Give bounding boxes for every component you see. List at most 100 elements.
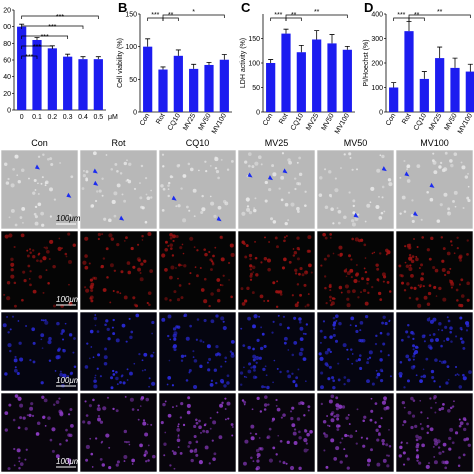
cell	[379, 331, 383, 335]
cell	[429, 197, 434, 202]
cell	[141, 369, 144, 372]
cell	[276, 290, 281, 294]
cell	[276, 280, 279, 283]
cell	[169, 236, 173, 240]
x-tick-label: Con	[139, 112, 152, 127]
cell	[103, 217, 107, 221]
cell	[99, 375, 102, 378]
cell	[29, 359, 32, 362]
cell	[310, 271, 313, 274]
cell	[221, 380, 225, 384]
cell	[70, 175, 74, 179]
cell	[17, 426, 21, 430]
cell	[385, 443, 389, 447]
cell	[211, 439, 214, 442]
cell	[33, 212, 37, 216]
cell	[405, 441, 409, 445]
micrograph-bg	[158, 311, 237, 392]
cell	[250, 424, 255, 429]
cell	[13, 447, 16, 451]
cell	[398, 264, 402, 268]
cell	[444, 151, 448, 155]
cell	[111, 369, 115, 373]
cell	[408, 266, 413, 272]
cell	[102, 257, 106, 260]
cell	[199, 267, 202, 270]
cell	[416, 246, 419, 249]
cell	[86, 342, 89, 345]
cell	[286, 326, 290, 330]
cell	[355, 430, 358, 432]
cell	[356, 408, 359, 411]
cell	[401, 423, 405, 427]
cell	[434, 358, 438, 362]
cell	[449, 159, 453, 163]
cell	[348, 254, 351, 258]
cell	[335, 424, 340, 428]
cell	[263, 257, 268, 261]
cell	[88, 262, 91, 265]
cell	[334, 188, 339, 193]
cell	[415, 438, 419, 442]
cell	[450, 286, 453, 289]
cell	[283, 336, 288, 341]
cell	[25, 325, 27, 327]
scale-bar-label: 100μm	[56, 214, 81, 223]
cell	[350, 316, 355, 321]
bar	[32, 40, 42, 110]
cell	[416, 164, 421, 169]
cell	[368, 356, 372, 359]
cell	[116, 242, 120, 247]
cell	[17, 456, 21, 460]
cell	[227, 417, 230, 420]
cell	[62, 373, 67, 378]
cell	[250, 366, 253, 369]
significance-bracket	[21, 45, 53, 49]
cell	[35, 432, 40, 436]
cell	[420, 427, 424, 431]
cell	[230, 295, 233, 299]
cell	[148, 377, 151, 380]
cell	[447, 211, 450, 214]
cell	[45, 180, 49, 185]
cell	[466, 422, 469, 426]
cell	[433, 380, 436, 383]
cell	[412, 354, 416, 358]
cell	[445, 337, 450, 341]
cell	[410, 330, 414, 335]
cell	[360, 436, 363, 439]
cell	[60, 332, 64, 335]
cell	[388, 320, 391, 323]
cell	[172, 239, 175, 243]
cell	[161, 317, 166, 322]
y-tick-label: 300	[371, 36, 383, 43]
cell	[375, 369, 378, 372]
cell	[381, 185, 385, 189]
arrow	[119, 215, 125, 221]
cell	[61, 329, 65, 333]
cell	[412, 337, 415, 341]
cell	[96, 367, 99, 370]
cell	[319, 329, 323, 333]
cell	[449, 406, 453, 410]
error-bar	[268, 59, 274, 63]
cell	[65, 428, 68, 432]
cell	[72, 351, 75, 354]
cell	[220, 365, 223, 368]
cell	[285, 462, 288, 465]
cell	[160, 184, 164, 188]
cell	[119, 172, 123, 175]
cell	[92, 398, 95, 402]
cell	[423, 295, 428, 300]
cell	[109, 301, 112, 304]
cell	[429, 338, 434, 343]
cell	[209, 417, 212, 420]
micrograph-bg	[0, 230, 79, 311]
cell	[275, 305, 279, 309]
cell	[41, 347, 44, 349]
cell	[287, 374, 292, 379]
cell	[173, 348, 177, 352]
column-header: MV50	[344, 138, 368, 148]
cell	[369, 418, 373, 422]
bar	[204, 64, 214, 112]
